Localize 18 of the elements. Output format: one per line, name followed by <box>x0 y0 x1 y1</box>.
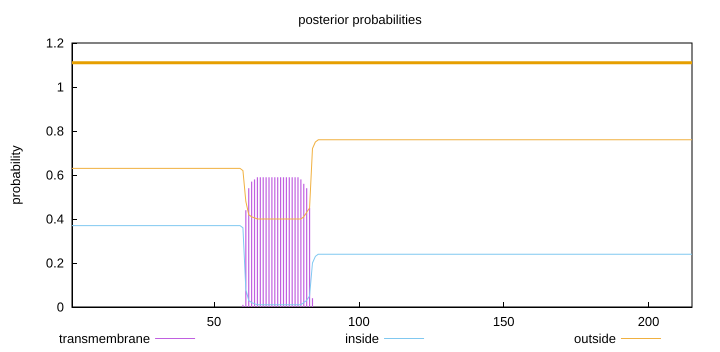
legend-label: outside <box>574 331 616 346</box>
y-tick-label: 1 <box>56 80 64 94</box>
y-tick-label: 0 <box>56 300 64 314</box>
x-tick-label: 150 <box>492 314 515 329</box>
y-tick-label: 0.2 <box>46 256 64 270</box>
y-tick-label: 1.2 <box>46 36 64 50</box>
legend-label: transmembrane <box>59 331 150 346</box>
y-tick-label: 0.8 <box>46 124 64 138</box>
y-axis-title: probability <box>8 144 23 205</box>
x-tick-label: 200 <box>638 314 660 329</box>
x-tick-label: 50 <box>206 314 222 329</box>
x-tick-label: 100 <box>348 314 370 329</box>
chart-title: posterior probabilities <box>298 12 422 27</box>
y-tick-label: 0.6 <box>46 168 64 182</box>
legend-label: inside <box>345 331 380 346</box>
line-series <box>72 139 692 220</box>
y-tick-label: 0.4 <box>46 212 64 226</box>
line-series <box>72 225 692 306</box>
